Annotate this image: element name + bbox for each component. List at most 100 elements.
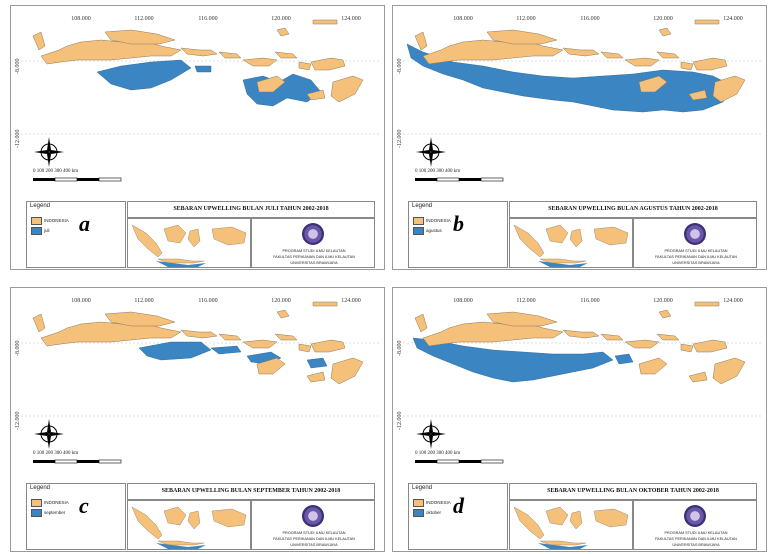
grid-label-x1: 112.000 xyxy=(134,16,154,22)
grid-label-x0: 108.000 xyxy=(71,298,91,304)
island xyxy=(218,333,242,341)
compass-rose xyxy=(416,137,446,167)
island xyxy=(692,57,728,71)
upwelling-area xyxy=(406,43,734,113)
compass-rose xyxy=(34,419,64,449)
grid-label-x4: 124.000 xyxy=(341,16,361,22)
island xyxy=(658,309,672,319)
land-swatch xyxy=(413,499,424,507)
inset-map xyxy=(509,218,633,268)
grid-label-y1: -12.000 xyxy=(15,129,21,149)
organization-line-2: FAKULTAS PERIKANAN DAN ILMU KELAUTAN xyxy=(655,255,737,259)
grid-label-y0: -8.000 xyxy=(397,58,403,75)
grid-label-x4: 124.000 xyxy=(341,298,361,304)
island xyxy=(414,31,428,51)
organization-line-2: FAKULTAS PERIKANAN DAN ILMU KELAUTAN xyxy=(273,537,355,541)
legend-label-upwelling: september xyxy=(44,510,66,516)
island xyxy=(312,19,338,25)
island xyxy=(32,313,46,333)
organization-line-3: UNIVERSITAS BRAWIJAYA xyxy=(290,261,338,265)
panel-letter: b xyxy=(453,211,464,236)
organization-line-1: PROGRAM STUDI ILMU KELAUTAN xyxy=(664,249,728,253)
legend-label-upwelling: agustus xyxy=(426,228,442,234)
organization-line-1: PROGRAM STUDI ILMU KELAUTAN xyxy=(282,531,346,535)
grid-label-x0: 108.000 xyxy=(71,16,91,22)
grid-label-x2: 116.000 xyxy=(198,298,218,304)
island xyxy=(274,51,298,59)
upwelling-swatch xyxy=(31,509,42,517)
organization-line-2: FAKULTAS PERIKANAN DAN ILMU KELAUTAN xyxy=(655,537,737,541)
island xyxy=(104,29,176,45)
island xyxy=(486,29,558,45)
grid-label-x1: 112.000 xyxy=(516,16,536,22)
island xyxy=(256,75,286,93)
scale-bar-label: 0 100 200 300 400 km xyxy=(33,169,79,174)
scale-bar-label: 0 100 200 300 400 km xyxy=(33,451,79,456)
legend-title: Legend xyxy=(412,485,433,491)
island xyxy=(32,31,46,51)
grid-label-x0: 108.000 xyxy=(453,16,473,22)
inset-map-canvas xyxy=(513,224,629,267)
island xyxy=(680,61,694,71)
legend-label-land: INDONESIA xyxy=(44,218,69,224)
legend-label-upwelling: oktober xyxy=(426,510,442,516)
grid-label-x3: 120.000 xyxy=(271,298,291,304)
island xyxy=(600,333,624,341)
map-canvas xyxy=(403,301,763,464)
organization-line-1: PROGRAM STUDI ILMU KELAUTAN xyxy=(664,531,728,535)
island xyxy=(692,339,728,353)
land-area xyxy=(414,19,746,103)
island xyxy=(656,51,680,59)
island xyxy=(600,51,624,59)
island xyxy=(298,61,312,71)
grid-label-x1: 112.000 xyxy=(134,298,154,304)
scale-bar-label: 0 100 200 300 400 km xyxy=(415,169,461,174)
island xyxy=(306,371,326,383)
legend: Legend INDONESIA juli xyxy=(26,201,126,268)
grid-label-x4: 124.000 xyxy=(723,298,743,304)
inset-map xyxy=(127,500,251,550)
map-title: SEBARAN UPWELLING BULAN AGUSTUS TAHUN 20… xyxy=(509,201,757,218)
grid-label-x1: 112.000 xyxy=(516,298,536,304)
legend-item-land: INDONESIA xyxy=(413,499,451,507)
university-seal-icon xyxy=(684,505,706,527)
grid-label-x3: 120.000 xyxy=(271,16,291,22)
island xyxy=(218,51,242,59)
upwelling-region xyxy=(412,337,614,383)
organization-line-3: UNIVERSITAS BRAWIJAYA xyxy=(290,543,338,547)
island xyxy=(694,19,720,25)
island xyxy=(486,311,558,327)
upwelling-swatch xyxy=(413,227,424,235)
grid-label-y0: -8.000 xyxy=(15,58,21,75)
legend-item-land: INDONESIA xyxy=(31,499,69,507)
land-area xyxy=(414,301,746,385)
map-title: SEBARAN UPWELLING BULAN OKTOBER TAHUN 20… xyxy=(509,483,757,500)
map-canvas xyxy=(21,301,381,464)
upwelling-region xyxy=(306,357,328,369)
legend-item-land: INDONESIA xyxy=(31,217,69,225)
university-seal-icon xyxy=(684,223,706,245)
legend-label-land: INDONESIA xyxy=(426,218,451,224)
island xyxy=(422,39,564,65)
organization-line-3: UNIVERSITAS BRAWIJAYA xyxy=(672,543,720,547)
scale-bar xyxy=(415,459,504,464)
island xyxy=(656,333,680,341)
grid-label-x3: 120.000 xyxy=(653,298,673,304)
grid-label-x0: 108.000 xyxy=(453,298,473,304)
land-swatch xyxy=(31,217,42,225)
island xyxy=(104,311,176,327)
grid-label-y1: -12.000 xyxy=(397,129,403,149)
upwelling-area xyxy=(96,59,322,107)
island xyxy=(712,357,746,385)
legend: Legend INDONESIA oktober xyxy=(408,483,508,550)
upwelling-region xyxy=(210,345,242,355)
organization-line-2: FAKULTAS PERIKANAN DAN ILMU KELAUTAN xyxy=(273,255,355,259)
island xyxy=(414,313,428,333)
island xyxy=(180,47,218,57)
compass-rose xyxy=(34,137,64,167)
map-title: SEBARAN UPWELLING BULAN JULI TAHUN 2002-… xyxy=(127,201,375,218)
panel-letter: c xyxy=(79,493,89,518)
island xyxy=(242,339,278,349)
island xyxy=(422,321,564,347)
island xyxy=(330,75,364,103)
